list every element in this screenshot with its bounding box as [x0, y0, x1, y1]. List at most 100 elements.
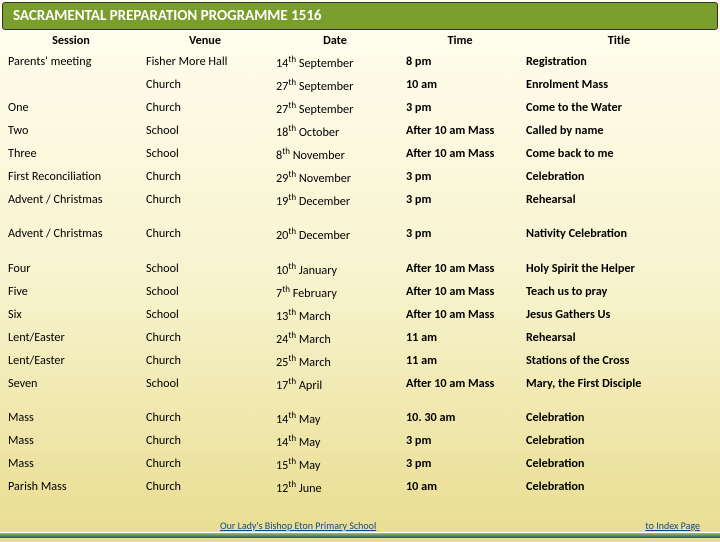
cell: 14th May	[270, 430, 400, 453]
cell: 10 am	[400, 476, 520, 499]
cell: Celebration	[520, 396, 718, 430]
cell: Mass	[2, 453, 140, 476]
cell: Church	[140, 97, 270, 120]
programme-table: Session Venue Date Time Title Parents' m…	[2, 30, 718, 499]
cell: After 10 am Mass	[400, 120, 520, 143]
table-row: Parish MassChurch12th June10 amCelebrati…	[2, 476, 718, 499]
cell: Advent / Christmas	[2, 189, 140, 212]
cell: Teach us to pray	[520, 281, 718, 304]
cell: 15th May	[270, 453, 400, 476]
cell: After 10 am Mass	[400, 247, 520, 281]
cell: Church	[140, 166, 270, 189]
cell: Church	[140, 327, 270, 350]
footer-school-link[interactable]: Our Lady's Bishop Eton Primary School	[220, 519, 376, 532]
cell: Come back to me	[520, 143, 718, 166]
cell: 7th February	[270, 281, 400, 304]
table-row: MassChurch14th May3 pmCelebration	[2, 430, 718, 453]
cell: Nativity Celebration	[520, 212, 718, 246]
cell: 14th September	[270, 51, 400, 74]
cell: 25th March	[270, 350, 400, 373]
footer: Our Lady's Bishop Eton Primary School to…	[0, 516, 720, 538]
cell: Six	[2, 304, 140, 327]
cell: 27th September	[270, 74, 400, 97]
cell: After 10 am Mass	[400, 281, 520, 304]
cell: 11 am	[400, 350, 520, 373]
cell: Advent / Christmas	[2, 212, 140, 246]
cell: Registration	[520, 51, 718, 74]
cell: Two	[2, 120, 140, 143]
table-row: OneChurch27th September3 pmCome to the W…	[2, 97, 718, 120]
table-row: Advent / ChristmasChurch19th December3 p…	[2, 189, 718, 212]
cell: Celebration	[520, 430, 718, 453]
cell: 29th November	[270, 166, 400, 189]
cell: 14th May	[270, 396, 400, 430]
table-row: First ReconciliationChurch29th November3…	[2, 166, 718, 189]
cell: 3 pm	[400, 430, 520, 453]
cell: Lent/Easter	[2, 350, 140, 373]
cell: Parish Mass	[2, 476, 140, 499]
cell: Mass	[2, 430, 140, 453]
cell: Church	[140, 350, 270, 373]
cell: One	[2, 97, 140, 120]
table-row: Church27th September10 amEnrolment Mass	[2, 74, 718, 97]
cell: Mass	[2, 396, 140, 430]
cell: School	[140, 281, 270, 304]
cell: 17th April	[270, 373, 400, 396]
table-row: Advent / ChristmasChurch20th December3 p…	[2, 212, 718, 246]
table-row: ThreeSchool8th NovemberAfter 10 am MassC…	[2, 143, 718, 166]
cell: 8 pm	[400, 51, 520, 74]
cell: Called by name	[520, 120, 718, 143]
cell: School	[140, 143, 270, 166]
footer-index-link[interactable]: to Index Page	[645, 519, 700, 532]
cell: Rehearsal	[520, 327, 718, 350]
cell: Holy Spirit the Helper	[520, 247, 718, 281]
table-row: Parents' meetingFisher More Hall14th Sep…	[2, 51, 718, 74]
cell: After 10 am Mass	[400, 143, 520, 166]
cell: Enrolment Mass	[520, 74, 718, 97]
cell: After 10 am Mass	[400, 373, 520, 396]
table-row: MassChurch15th May3 pmCelebration	[2, 453, 718, 476]
cell: 18th October	[270, 120, 400, 143]
cell: Rehearsal	[520, 189, 718, 212]
cell	[2, 74, 140, 97]
cell: 12th June	[270, 476, 400, 499]
cell: 20th December	[270, 212, 400, 246]
cell: School	[140, 120, 270, 143]
col-time: Time	[400, 30, 520, 51]
cell: 8th November	[270, 143, 400, 166]
cell: Church	[140, 74, 270, 97]
cell: Mary, the First Disciple	[520, 373, 718, 396]
cell: Come to the Water	[520, 97, 718, 120]
page-title: SACRAMENTAL PREPARATION PROGRAMME 1516	[2, 2, 718, 30]
table-row: Lent/EasterChurch25th March11 amStations…	[2, 350, 718, 373]
cell: Jesus Gathers Us	[520, 304, 718, 327]
cell: 3 pm	[400, 166, 520, 189]
table-header-row: Session Venue Date Time Title	[2, 30, 718, 51]
cell: 27th September	[270, 97, 400, 120]
cell: Stations of the Cross	[520, 350, 718, 373]
col-session: Session	[2, 30, 140, 51]
col-venue: Venue	[140, 30, 270, 51]
cell: Church	[140, 453, 270, 476]
cell: School	[140, 247, 270, 281]
col-date: Date	[270, 30, 400, 51]
cell: 24th March	[270, 327, 400, 350]
cell: Five	[2, 281, 140, 304]
cell: Celebration	[520, 476, 718, 499]
table-row: SixSchool13th MarchAfter 10 am MassJesus…	[2, 304, 718, 327]
table-row: SevenSchool17th AprilAfter 10 am MassMar…	[2, 373, 718, 396]
cell: 10. 30 am	[400, 396, 520, 430]
cell: After 10 am Mass	[400, 304, 520, 327]
cell: Seven	[2, 373, 140, 396]
col-title: Title	[520, 30, 718, 51]
cell: 3 pm	[400, 212, 520, 246]
cell: 3 pm	[400, 97, 520, 120]
table-row: MassChurch14th May10. 30 amCelebration	[2, 396, 718, 430]
table-row: Lent/EasterChurch24th March11 amRehearsa…	[2, 327, 718, 350]
cell: 10th January	[270, 247, 400, 281]
cell: 10 am	[400, 74, 520, 97]
cell: Celebration	[520, 166, 718, 189]
cell: 19th December	[270, 189, 400, 212]
footer-accent-bar	[0, 532, 720, 538]
cell: Celebration	[520, 453, 718, 476]
